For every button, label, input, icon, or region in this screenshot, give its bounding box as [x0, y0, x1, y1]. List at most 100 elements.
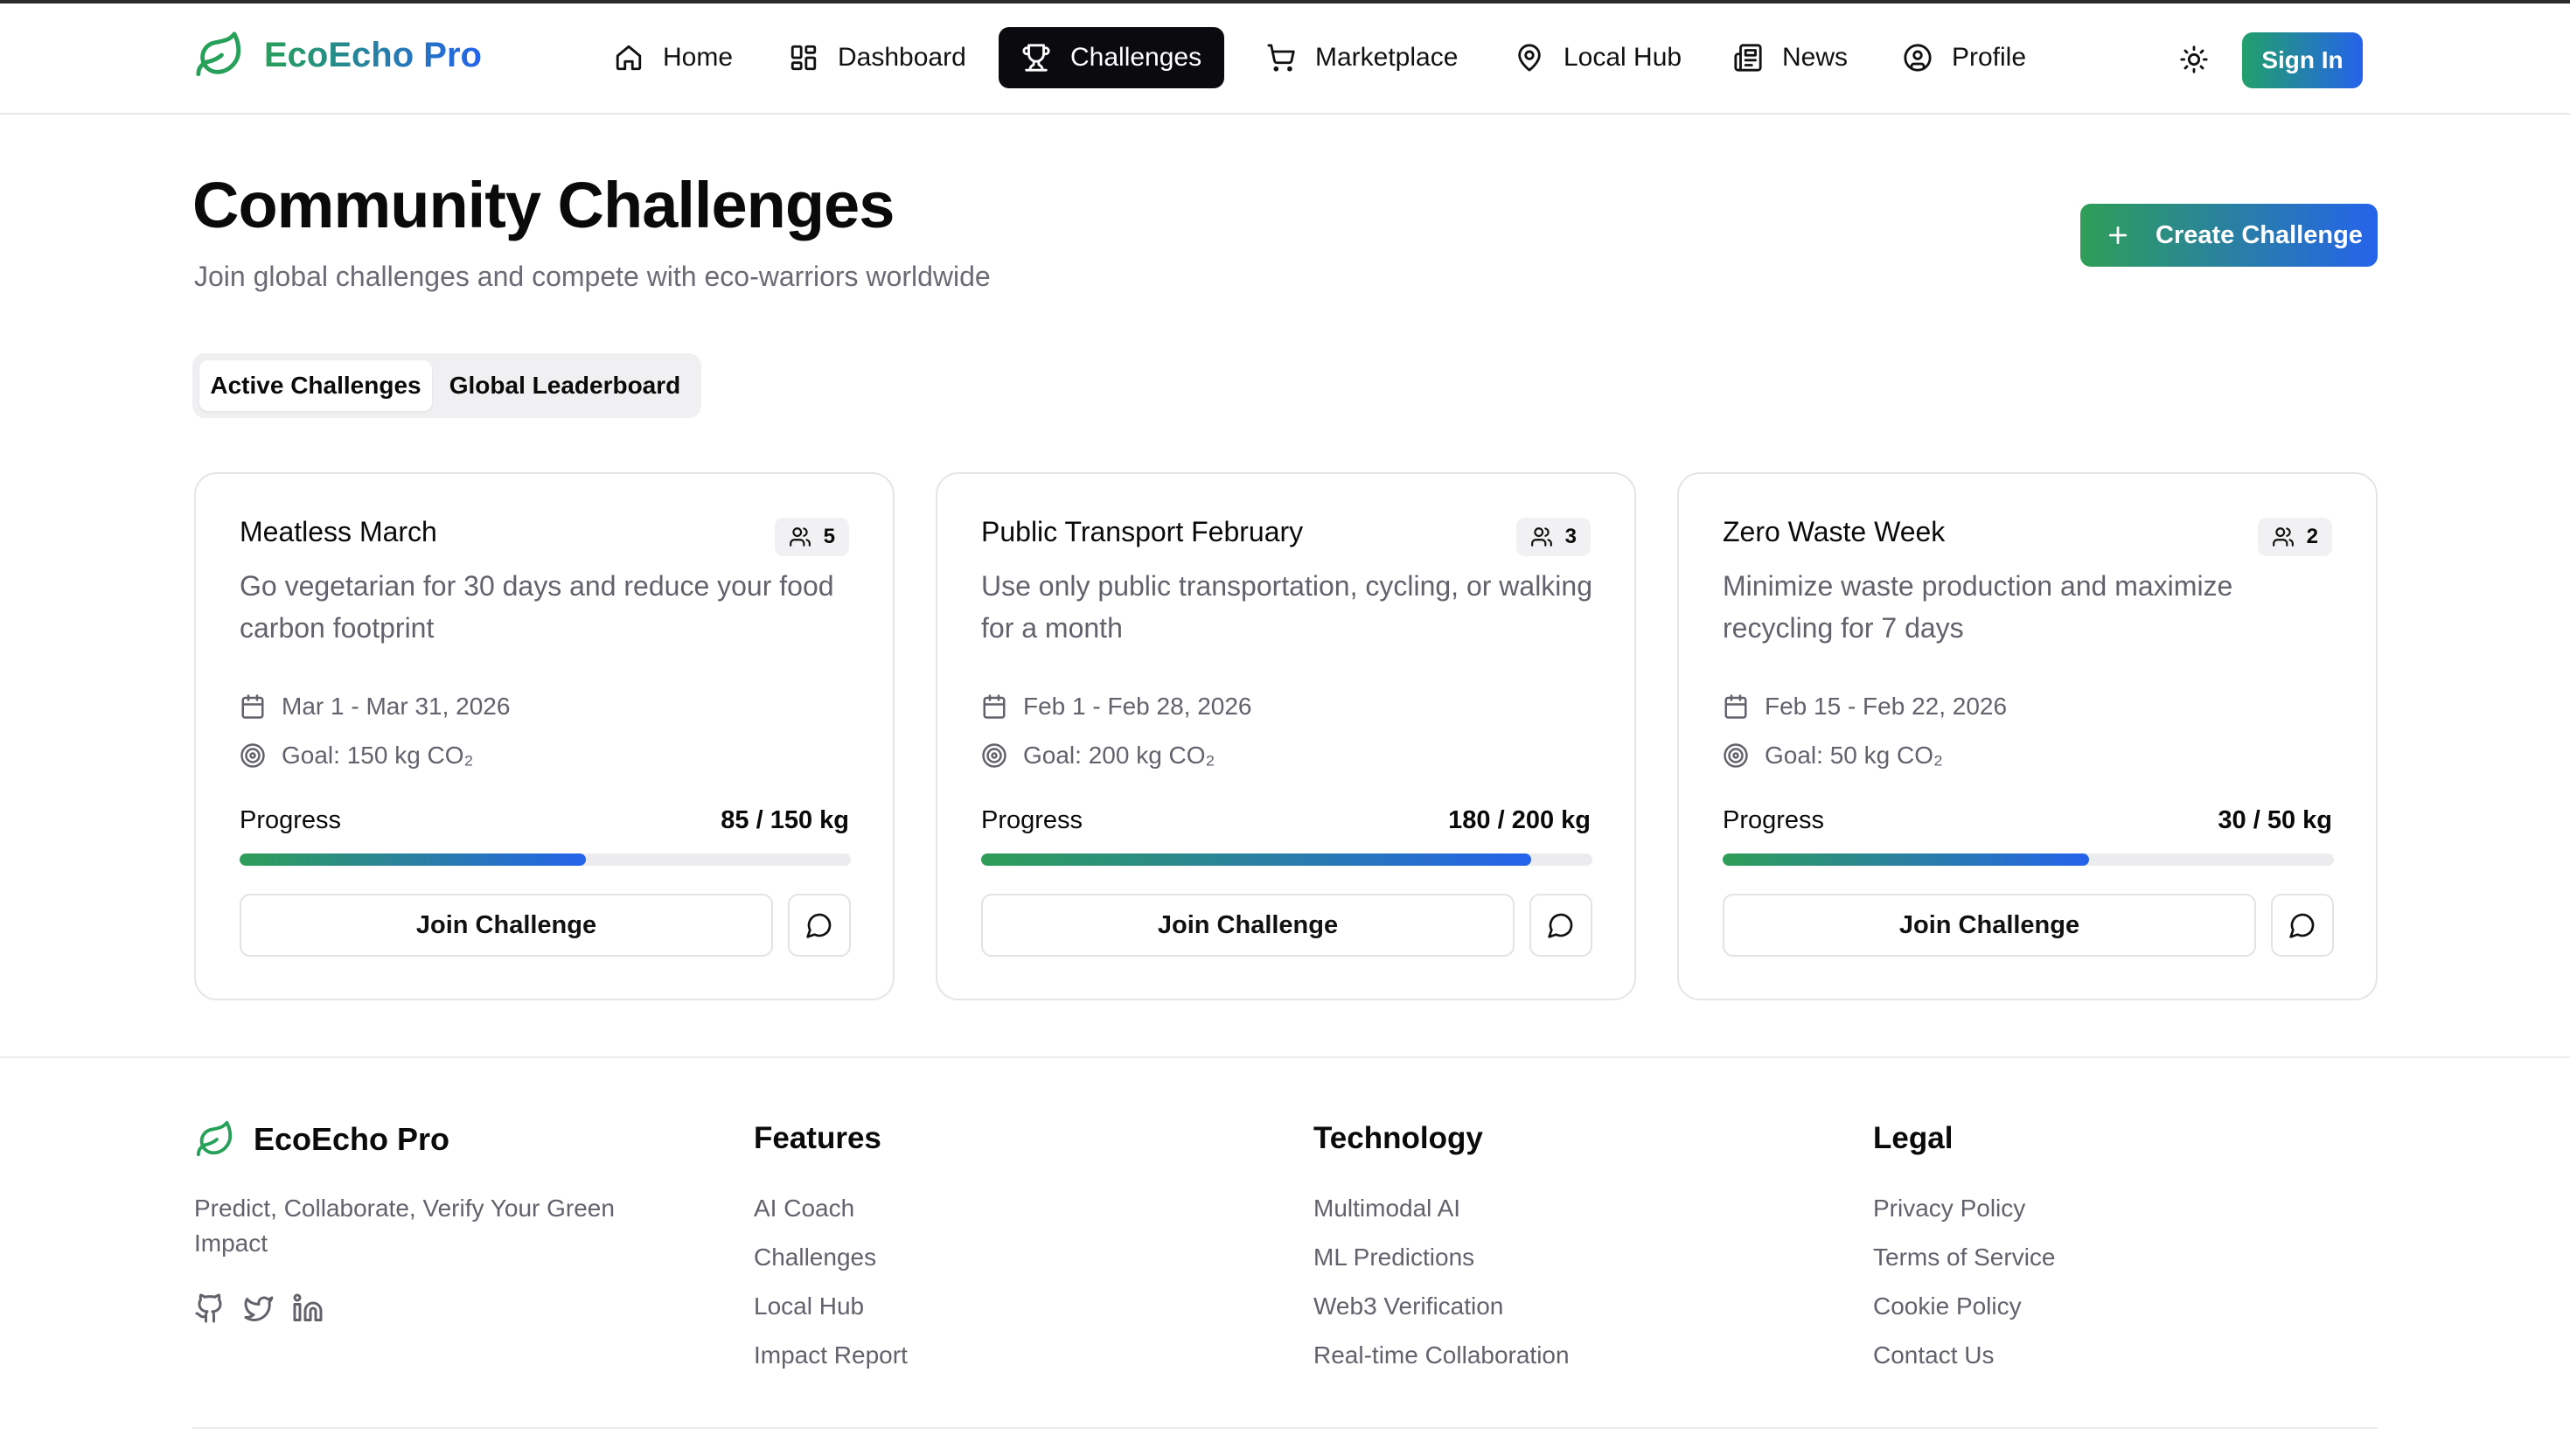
- window-top-border: [0, 0, 2570, 3]
- twitter-icon[interactable]: [243, 1292, 275, 1324]
- sign-in-button[interactable]: Sign In: [2242, 32, 2363, 88]
- footer-link[interactable]: Cookie Policy: [1873, 1292, 2022, 1320]
- challenge-card: Zero Waste Week 2 Minimize waste product…: [1677, 472, 2378, 1000]
- progress-label: Progress: [240, 806, 342, 834]
- nav-dashboard[interactable]: Dashboard: [766, 27, 989, 88]
- nav-home[interactable]: Home: [591, 27, 756, 88]
- leaf-logo-icon: [194, 1119, 236, 1160]
- user-circle-icon: [1903, 43, 1933, 73]
- nav-profile[interactable]: Profile: [1880, 27, 2049, 88]
- footer-link[interactable]: ML Predictions: [1313, 1244, 1475, 1271]
- footer-link[interactable]: Contact Us: [1873, 1341, 1995, 1369]
- challenge-goal: Goal: 150 kg CO₂: [240, 742, 473, 770]
- challenge-tabs: Active Challenges Global Leaderboard: [192, 353, 701, 418]
- footer-column-technology: Technology Multimodal AI ML Predictions …: [1313, 1121, 1570, 1380]
- participants-badge: 5: [774, 518, 849, 556]
- sun-icon: [2179, 45, 2209, 74]
- nav-challenges[interactable]: Challenges: [999, 27, 1225, 88]
- target-icon: [240, 742, 266, 769]
- progress-fill: [240, 853, 587, 866]
- challenge-dates: Mar 1 - Mar 31, 2026: [240, 693, 510, 721]
- footer-link[interactable]: AI Coach: [754, 1195, 855, 1222]
- footer-link[interactable]: Terms of Service: [1873, 1244, 2056, 1271]
- nav-news[interactable]: News: [1710, 27, 1870, 88]
- footer-link[interactable]: Impact Report: [754, 1341, 908, 1369]
- progress-value: 180 / 200 kg: [1448, 806, 1591, 834]
- github-icon[interactable]: [194, 1292, 226, 1324]
- chat-button[interactable]: [1529, 894, 1592, 957]
- create-challenge-button[interactable]: Create Challenge: [2080, 204, 2378, 267]
- users-icon: [789, 526, 811, 548]
- join-challenge-button[interactable]: Join Challenge: [981, 894, 1515, 957]
- progress-bar: [240, 853, 851, 866]
- footer-column-title: Legal: [1873, 1121, 1954, 1155]
- nav-local-hub[interactable]: Local Hub: [1492, 27, 1704, 88]
- challenge-card: Meatless March 5 Go vegetarian for 30 da…: [194, 472, 895, 1000]
- footer-column-features: Features AI Coach Challenges Local Hub I…: [754, 1121, 908, 1380]
- footer-brand: EcoEcho Pro: [194, 1119, 449, 1160]
- tab-active-challenges[interactable]: Active Challenges: [199, 360, 432, 411]
- nav-label: Profile: [1952, 43, 2027, 72]
- goal-text: Goal: 150 kg CO₂: [282, 742, 474, 769]
- social-links: [194, 1292, 324, 1324]
- progress-fill: [981, 853, 1532, 866]
- challenge-card: Public Transport February 3 Use only pub…: [936, 472, 1636, 1000]
- challenge-goal: Goal: 50 kg CO₂: [1723, 742, 1943, 770]
- join-challenge-button[interactable]: Join Challenge: [1723, 894, 2256, 957]
- cart-icon: [1266, 43, 1296, 73]
- goal-text: Goal: 50 kg CO₂: [1765, 742, 1943, 769]
- linkedin-icon[interactable]: [292, 1292, 324, 1324]
- nav-label: Local Hub: [1564, 43, 1682, 72]
- footer-link[interactable]: Multimodal AI: [1313, 1195, 1461, 1222]
- theme-toggle-button[interactable]: [2179, 45, 2209, 74]
- create-challenge-label: Create Challenge: [2156, 220, 2363, 249]
- challenge-dates: Feb 15 - Feb 22, 2026: [1723, 693, 2007, 721]
- calendar-icon: [240, 693, 266, 720]
- home-icon: [614, 43, 644, 73]
- date-range: Mar 1 - Mar 31, 2026: [282, 693, 511, 720]
- challenge-description: Minimize waste production and maximize r…: [1723, 570, 2233, 644]
- nav-label: Marketplace: [1315, 43, 1459, 72]
- date-range: Feb 1 - Feb 28, 2026: [1023, 693, 1252, 720]
- brand-logo-link[interactable]: EcoEcho Pro: [192, 30, 482, 80]
- challenge-title: Zero Waste Week: [1723, 516, 1946, 547]
- trophy-icon: [1021, 43, 1051, 73]
- challenge-description: Go vegetarian for 30 days and reduce you…: [240, 570, 834, 644]
- date-range: Feb 15 - Feb 22, 2026: [1765, 693, 2008, 720]
- participant-count: 2: [2306, 525, 2318, 548]
- footer-divider: [192, 1427, 2378, 1429]
- brand-name: EcoEcho Pro: [264, 35, 482, 74]
- challenge-goal: Goal: 200 kg CO₂: [981, 742, 1215, 770]
- footer-link[interactable]: Web3 Verification: [1313, 1292, 1504, 1320]
- message-circle-icon: [1547, 911, 1575, 939]
- join-challenge-button[interactable]: Join Challenge: [240, 894, 773, 957]
- nav-label: Dashboard: [838, 43, 966, 72]
- top-navigation: EcoEcho Pro Home Dashboard Challenges Ma…: [0, 3, 2570, 115]
- site-footer: EcoEcho Pro Predict, Collaborate, Verify…: [0, 1056, 2570, 1456]
- progress-label: Progress: [981, 806, 1083, 834]
- calendar-icon: [1723, 693, 1749, 720]
- users-icon: [1530, 526, 1553, 548]
- footer-brand-name: EcoEcho Pro: [254, 1121, 450, 1157]
- users-icon: [2272, 526, 2295, 548]
- newspaper-icon: [1733, 43, 1763, 73]
- tab-global-leaderboard[interactable]: Global Leaderboard: [449, 372, 681, 399]
- dashboard-icon: [789, 43, 818, 73]
- progress-label: Progress: [1723, 806, 1825, 834]
- progress-fill: [1723, 853, 2090, 866]
- footer-link[interactable]: Privacy Policy: [1873, 1195, 2026, 1222]
- footer-column-title: Technology: [1313, 1121, 1483, 1155]
- chat-button[interactable]: [788, 894, 851, 957]
- footer-link[interactable]: Local Hub: [754, 1292, 865, 1320]
- nav-marketplace[interactable]: Marketplace: [1243, 27, 1480, 88]
- nav-label: Challenges: [1070, 43, 1202, 72]
- page-subtitle: Join global challenges and compete with …: [194, 261, 991, 292]
- participant-count: 3: [1564, 525, 1577, 548]
- footer-link[interactable]: Real-time Collaboration: [1313, 1341, 1570, 1369]
- chat-button[interactable]: [2271, 894, 2334, 957]
- participants-badge: 3: [1515, 518, 1591, 556]
- progress-bar: [1723, 853, 2334, 866]
- participant-count: 5: [823, 525, 835, 548]
- footer-link[interactable]: Challenges: [754, 1244, 877, 1271]
- footer-column-title: Features: [754, 1121, 881, 1155]
